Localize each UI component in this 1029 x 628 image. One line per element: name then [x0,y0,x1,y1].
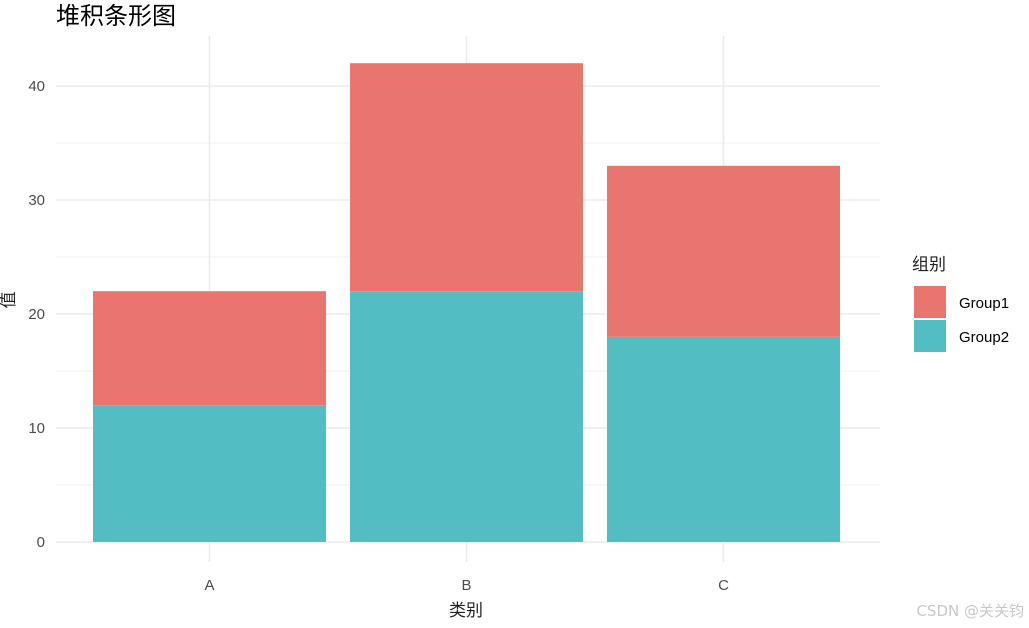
bar-B-Group1 [350,63,583,292]
legend: 组别 Group1 Group2 [912,255,1009,352]
legend-items: Group1 Group2 [914,286,1009,352]
y-tick-label: 20 [28,306,45,323]
y-tick-label: 40 [28,78,45,95]
legend-label-Group1: Group1 [959,295,1009,312]
y-tick-label: 30 [28,192,45,209]
x-tick-labels: A B C [204,577,729,594]
bar-A-Group1 [93,291,326,406]
legend-swatch-Group1 [914,286,946,318]
bar-A-Group2 [93,405,326,542]
x-tick-label: B [461,577,471,594]
bar-C-Group1 [607,165,840,337]
legend-swatch-Group2 [914,320,946,352]
y-axis-title: 值 [0,292,19,309]
legend-label-Group2: Group2 [959,329,1009,346]
y-tick-labels: 0 10 20 30 40 [28,78,45,551]
bar-C-Group2 [607,336,840,542]
bars [93,63,840,542]
watermark: CSDN @关关钧 [916,602,1024,620]
y-tick-label: 10 [28,420,45,437]
y-tick-label: 0 [37,534,45,551]
x-axis-title: 类别 [449,601,483,621]
x-tick-label: A [204,577,214,594]
legend-title: 组别 [912,255,946,275]
chart-title: 堆积条形图 [56,2,176,30]
x-tick-label: C [718,577,729,594]
bar-B-Group2 [350,291,583,542]
